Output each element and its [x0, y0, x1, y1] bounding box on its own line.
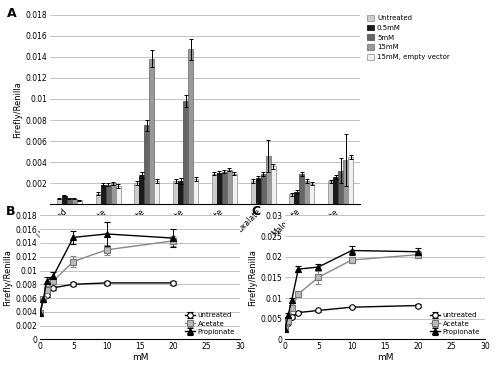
Text: B: B	[6, 205, 16, 218]
Bar	[270, 166, 276, 204]
Bar	[150, 59, 154, 204]
Bar	[300, 174, 304, 204]
Text: A: A	[6, 7, 16, 20]
Bar	[140, 175, 144, 204]
X-axis label: mM: mM	[132, 353, 148, 362]
Y-axis label: Firefly/Renilla: Firefly/Renilla	[14, 81, 22, 138]
Bar	[227, 170, 232, 204]
Bar	[217, 173, 222, 204]
Bar	[96, 194, 100, 204]
Bar	[72, 199, 77, 204]
Bar	[183, 101, 188, 204]
Bar	[290, 195, 294, 204]
Bar	[77, 200, 82, 204]
Legend: untreated, Acetate, Propionate: untreated, Acetate, Propionate	[428, 311, 482, 336]
Bar	[100, 185, 105, 204]
Bar	[256, 178, 260, 204]
Bar	[106, 185, 110, 204]
X-axis label: mM: mM	[377, 353, 393, 362]
Text: C: C	[251, 205, 260, 218]
Bar	[348, 157, 353, 204]
Bar	[134, 183, 140, 204]
Bar	[222, 172, 227, 204]
Legend: Untreated, 0.5mM, 5mM, 15mM, 15mM, empty vector: Untreated, 0.5mM, 5mM, 15mM, 15mM, empty…	[366, 14, 450, 61]
Bar	[212, 174, 217, 204]
Bar	[62, 196, 67, 204]
Bar	[310, 184, 314, 204]
Bar	[57, 199, 62, 204]
Bar	[304, 181, 310, 204]
Bar	[110, 183, 116, 204]
Bar	[188, 49, 193, 204]
Bar	[333, 177, 338, 204]
Bar	[338, 171, 343, 204]
Y-axis label: Firefly/Renilla: Firefly/Renilla	[248, 249, 258, 306]
Bar	[67, 198, 72, 204]
Bar	[328, 181, 333, 204]
Bar	[173, 181, 178, 204]
Bar	[178, 181, 183, 204]
Bar	[232, 174, 237, 204]
Bar	[144, 125, 150, 204]
Bar	[116, 186, 120, 204]
Bar	[260, 174, 266, 204]
Legend: untreated, Acetate, Propionate: untreated, Acetate, Propionate	[183, 311, 236, 336]
Bar	[193, 179, 198, 204]
Bar	[294, 192, 300, 204]
Bar	[250, 181, 256, 204]
Bar	[266, 156, 270, 204]
Y-axis label: Firefly/Renilla: Firefly/Renilla	[4, 249, 13, 306]
Bar	[154, 181, 160, 204]
Bar	[343, 160, 348, 204]
